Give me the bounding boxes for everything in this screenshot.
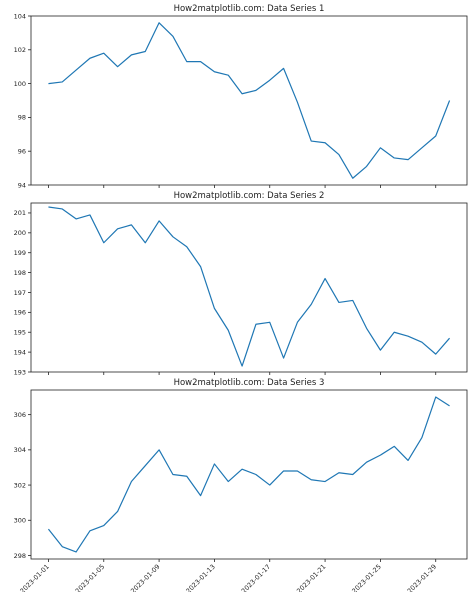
x-tick-label: 2023-01-09 bbox=[129, 563, 161, 592]
y-tick-label: 200 bbox=[14, 229, 26, 237]
chart-panel-1: How2matplotlib.com: Data Series 1 94 96 98 1… bbox=[14, 4, 468, 189]
y-tick-label: 300 bbox=[14, 517, 26, 525]
y-tick-label: 304 bbox=[14, 446, 26, 454]
y-tick-label: 199 bbox=[14, 249, 26, 257]
y-tick-label: 94 bbox=[18, 181, 26, 189]
chart-panel-3: How2matplotlib.com: Data Series 3 298 300 3… bbox=[14, 378, 468, 592]
x-tick-label: 2023-01-25 bbox=[350, 563, 382, 592]
y-tick-label: 102 bbox=[14, 46, 26, 54]
y-tick-label: 100 bbox=[14, 80, 26, 88]
y-tick-label: 98 bbox=[18, 114, 26, 122]
y-tick-label: 306 bbox=[14, 411, 26, 419]
chart-title: How2matplotlib.com: Data Series 3 bbox=[174, 378, 325, 388]
x-tick-label: 2023-01-13 bbox=[184, 563, 216, 592]
y-tick-label: 196 bbox=[14, 309, 26, 317]
y-tick-label: 194 bbox=[14, 348, 26, 356]
x-tick-label: 2023-01-21 bbox=[295, 563, 327, 592]
series-line bbox=[47, 396, 450, 553]
y-tick-label: 298 bbox=[14, 552, 26, 560]
y-tick-label: 201 bbox=[14, 209, 26, 217]
axes-frame bbox=[30, 202, 468, 373]
chart-panel-2: How2matplotlib.com: Data Series 2 193 194 1… bbox=[14, 191, 468, 376]
x-tick-label: 2023-01-17 bbox=[240, 563, 272, 592]
axes-frame bbox=[30, 389, 468, 560]
y-tick-label: 193 bbox=[14, 368, 26, 376]
chart-title: How2matplotlib.com: Data Series 2 bbox=[174, 191, 325, 201]
y-tick-label: 104 bbox=[14, 12, 26, 20]
series-line bbox=[48, 206, 451, 367]
y-tick-label: 302 bbox=[14, 481, 26, 489]
x-tick-label: 2023-01-01 bbox=[18, 563, 50, 592]
series-line bbox=[48, 22, 451, 179]
chart-title: How2matplotlib.com: Data Series 1 bbox=[174, 4, 325, 14]
y-tick-label: 96 bbox=[18, 148, 26, 156]
y-tick-label: 197 bbox=[14, 289, 26, 297]
x-tick-label: 2023-01-05 bbox=[74, 563, 106, 592]
y-tick-label: 195 bbox=[14, 329, 26, 337]
x-tick-label: 2023-01-29 bbox=[406, 563, 438, 592]
axes-frame bbox=[30, 15, 468, 186]
y-tick-label: 198 bbox=[14, 269, 26, 277]
